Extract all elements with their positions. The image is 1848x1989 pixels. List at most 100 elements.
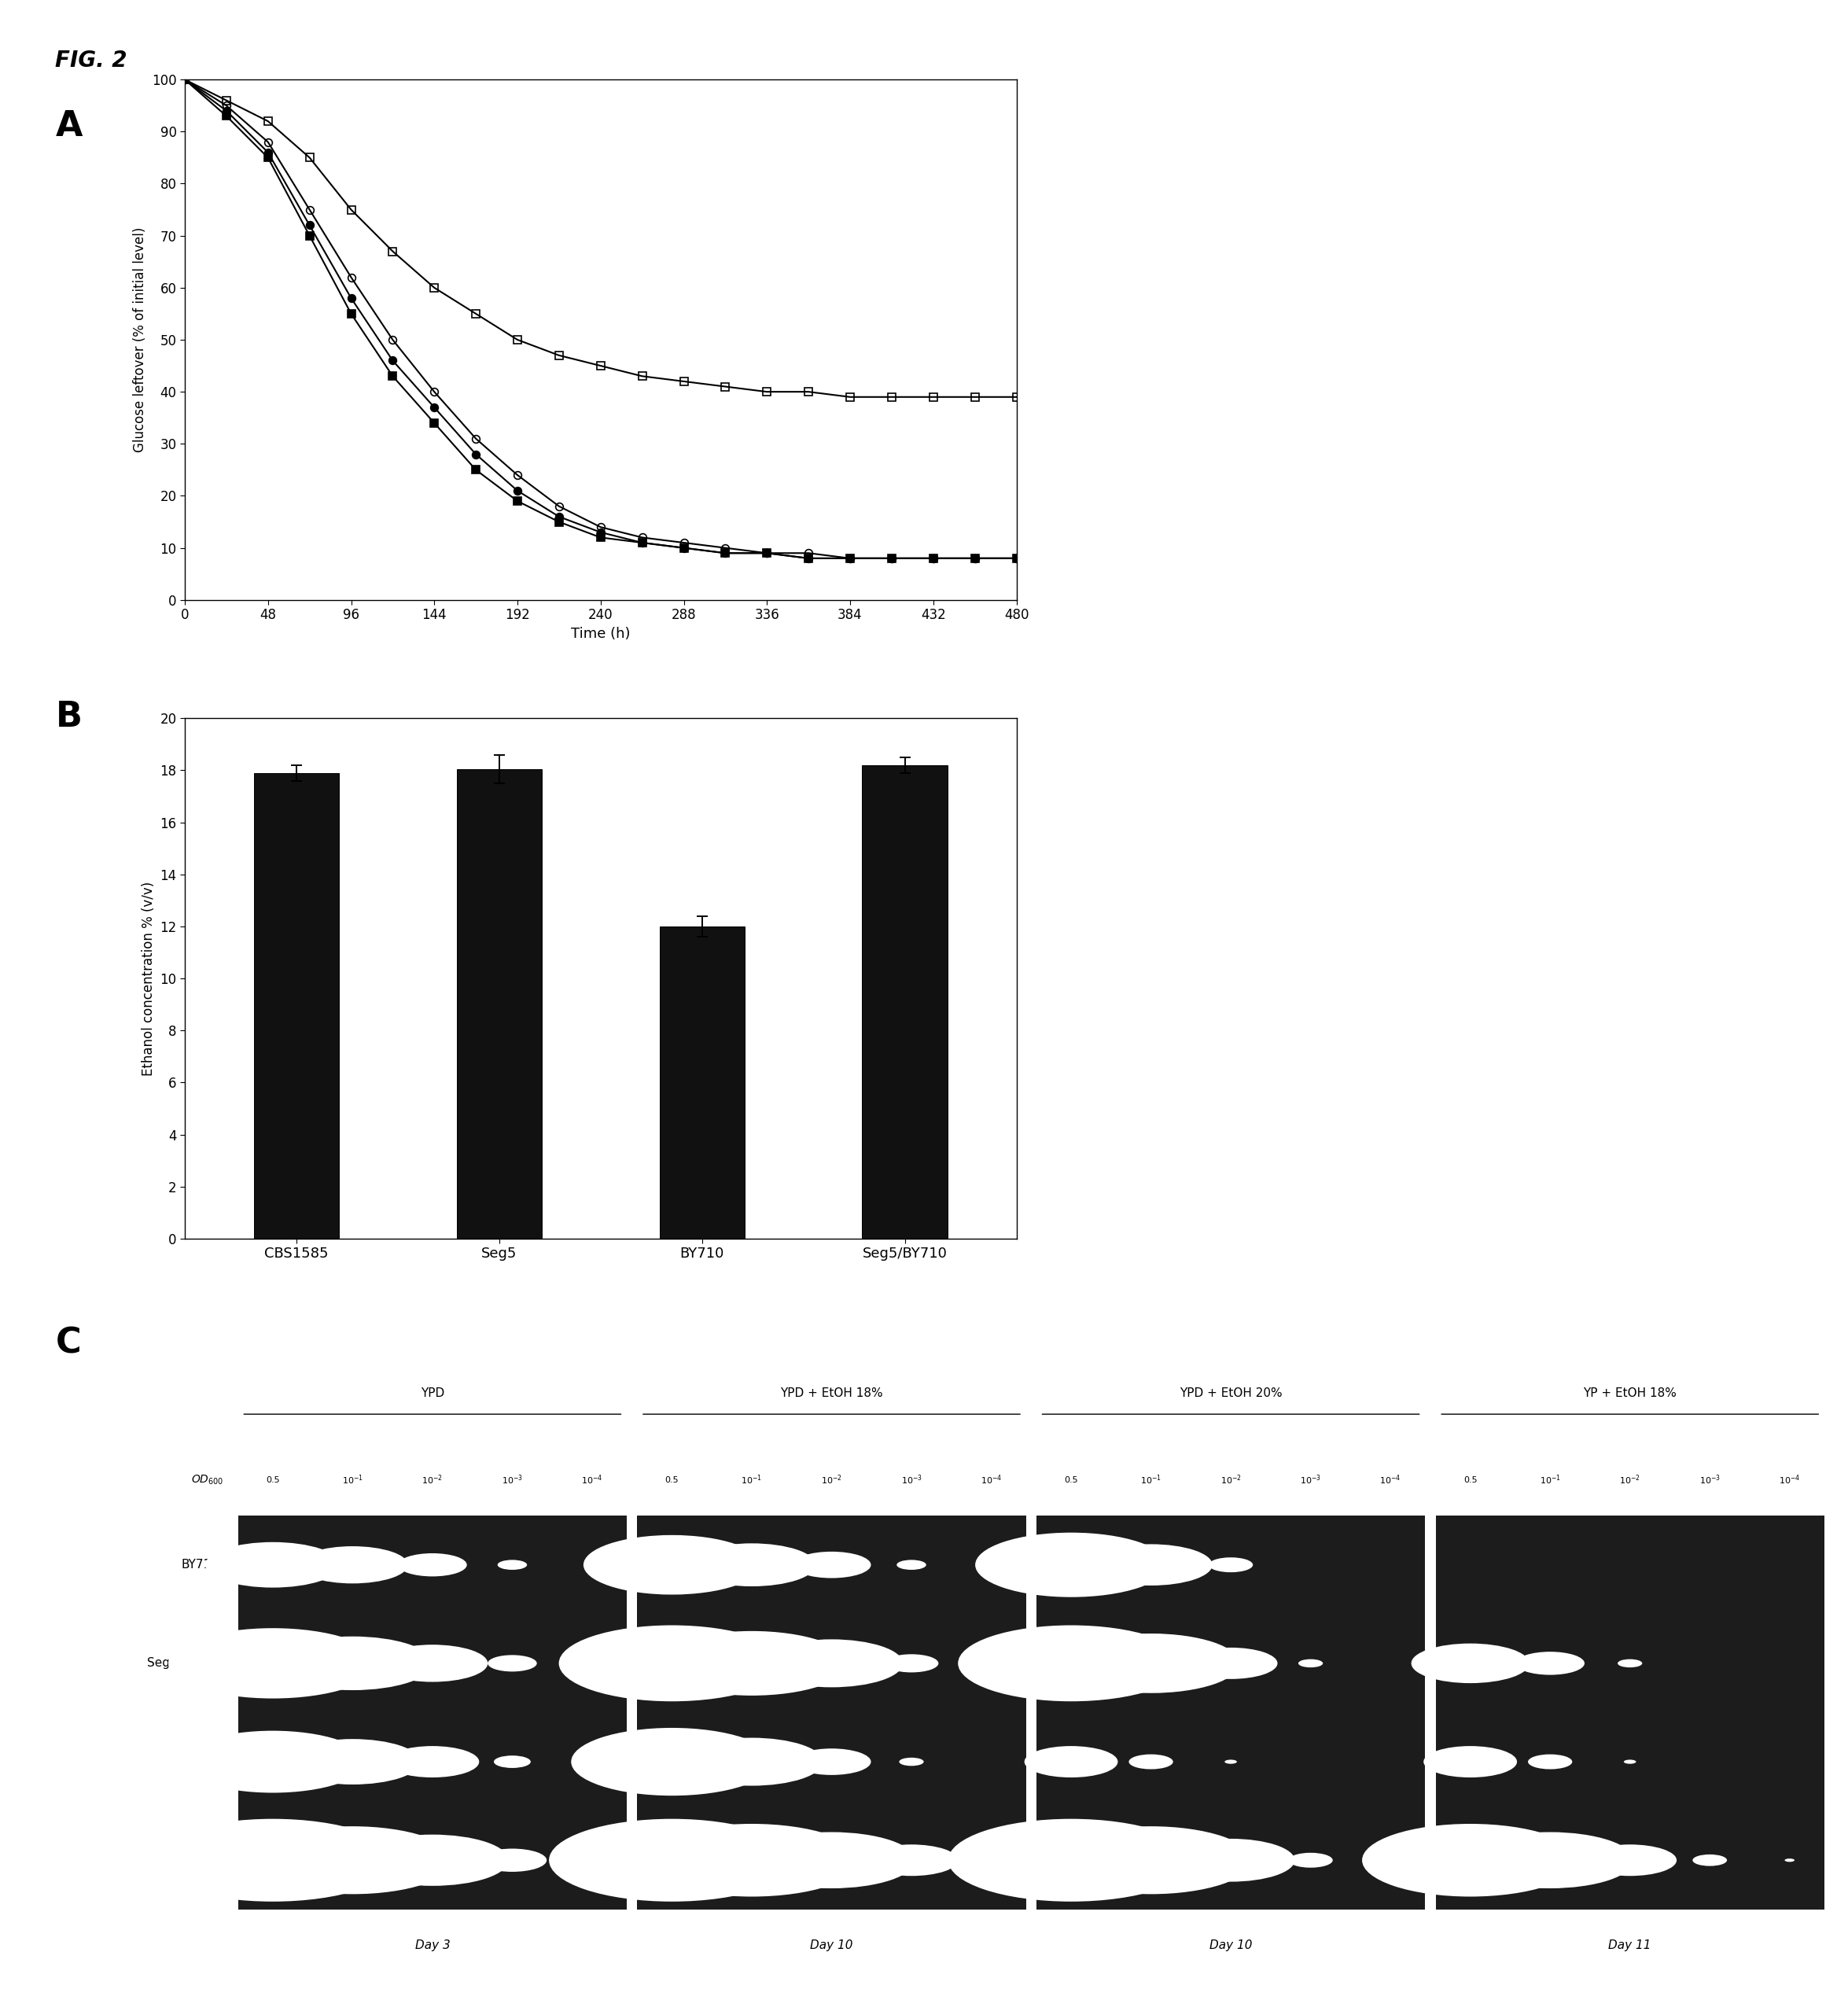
- Circle shape: [1050, 1826, 1251, 1894]
- Text: $10^{-2}$: $10^{-2}$: [421, 1474, 444, 1486]
- Text: $10^{-1}$: $10^{-1}$: [1140, 1474, 1162, 1486]
- Circle shape: [584, 1536, 761, 1595]
- Circle shape: [1299, 1659, 1323, 1667]
- Circle shape: [386, 1746, 479, 1778]
- Circle shape: [793, 1748, 870, 1774]
- Circle shape: [900, 1758, 924, 1766]
- Text: 0.5: 0.5: [665, 1476, 678, 1484]
- Text: $10^{-2}$: $10^{-2}$: [1619, 1474, 1641, 1486]
- Text: CBS1585: CBS1585: [164, 1854, 218, 1866]
- Text: BY710: BY710: [181, 1559, 218, 1571]
- Text: YPD: YPD: [421, 1388, 444, 1400]
- Bar: [238, 1516, 626, 1909]
- Circle shape: [205, 1541, 340, 1587]
- Circle shape: [760, 1639, 904, 1687]
- Text: Seg5/BY710: Seg5/BY710: [146, 1657, 218, 1669]
- Text: 0.5: 0.5: [266, 1476, 279, 1484]
- Text: $10^{-1}$: $10^{-1}$: [342, 1474, 364, 1486]
- Bar: [1436, 1516, 1824, 1909]
- Text: YPD + EtOH 18%: YPD + EtOH 18%: [780, 1388, 883, 1400]
- Text: 0.5: 0.5: [1064, 1476, 1077, 1484]
- Circle shape: [643, 1824, 859, 1898]
- Text: FIG. 2: FIG. 2: [55, 50, 128, 72]
- Circle shape: [976, 1534, 1166, 1597]
- Circle shape: [479, 1848, 547, 1872]
- Text: Seg5: Seg5: [188, 1756, 218, 1768]
- Circle shape: [274, 1637, 432, 1691]
- Text: $10^{-2}$: $10^{-2}$: [821, 1474, 843, 1486]
- Circle shape: [793, 1551, 870, 1577]
- Text: $10^{-4}$: $10^{-4}$: [582, 1474, 602, 1486]
- Circle shape: [586, 1661, 599, 1665]
- Text: $10^{-3}$: $10^{-3}$: [900, 1474, 922, 1486]
- Circle shape: [656, 1631, 848, 1695]
- Circle shape: [497, 1559, 527, 1569]
- Text: B: B: [55, 700, 81, 734]
- Circle shape: [285, 1738, 419, 1784]
- Circle shape: [865, 1844, 957, 1876]
- Circle shape: [357, 1834, 508, 1886]
- Circle shape: [298, 1545, 408, 1583]
- Circle shape: [1624, 1760, 1635, 1764]
- Circle shape: [168, 1629, 377, 1699]
- Circle shape: [1129, 1754, 1173, 1768]
- Circle shape: [1288, 1854, 1332, 1868]
- Circle shape: [582, 1858, 602, 1864]
- Circle shape: [493, 1756, 530, 1768]
- Circle shape: [558, 1625, 785, 1701]
- Circle shape: [976, 1856, 1005, 1866]
- Text: $10^{-1}$: $10^{-1}$: [1539, 1474, 1562, 1486]
- Circle shape: [948, 1818, 1194, 1901]
- Circle shape: [748, 1832, 915, 1888]
- Circle shape: [1423, 1746, 1517, 1778]
- Circle shape: [1225, 1760, 1236, 1764]
- Text: $OD_{600}$: $OD_{600}$: [192, 1474, 224, 1486]
- X-axis label: Time (h): Time (h): [571, 627, 630, 640]
- Text: $10^{-3}$: $10^{-3}$: [1299, 1474, 1321, 1486]
- Circle shape: [680, 1738, 822, 1786]
- Circle shape: [1412, 1643, 1530, 1683]
- Text: A: A: [55, 109, 83, 143]
- Text: $10^{-4}$: $10^{-4}$: [1380, 1474, 1401, 1486]
- Bar: [863, 766, 948, 1239]
- Text: $10^{-4}$: $10^{-4}$: [1780, 1474, 1800, 1486]
- Bar: [456, 770, 541, 1239]
- Bar: [638, 1516, 1026, 1909]
- Circle shape: [397, 1553, 468, 1577]
- Circle shape: [1090, 1543, 1212, 1585]
- Bar: [660, 927, 745, 1239]
- Text: 0.5: 0.5: [1464, 1476, 1477, 1484]
- Circle shape: [181, 1730, 364, 1792]
- Circle shape: [1515, 1651, 1584, 1675]
- Circle shape: [549, 1818, 795, 1901]
- Bar: [1037, 1516, 1425, 1909]
- Text: Day 11: Day 11: [1608, 1939, 1652, 1951]
- Circle shape: [885, 1655, 939, 1673]
- Text: Day 10: Day 10: [1209, 1939, 1253, 1951]
- Circle shape: [896, 1559, 926, 1569]
- Circle shape: [488, 1655, 538, 1671]
- Circle shape: [1362, 1824, 1578, 1898]
- Circle shape: [377, 1645, 488, 1683]
- Circle shape: [957, 1625, 1185, 1701]
- Circle shape: [571, 1728, 772, 1796]
- Bar: [253, 774, 338, 1239]
- Text: $10^{-3}$: $10^{-3}$: [1698, 1474, 1720, 1486]
- Circle shape: [150, 1818, 395, 1901]
- Circle shape: [1209, 1557, 1253, 1571]
- Text: YPD + EtOH 20%: YPD + EtOH 20%: [1179, 1388, 1283, 1400]
- Text: C: C: [55, 1327, 81, 1360]
- Text: $10^{-2}$: $10^{-2}$: [1220, 1474, 1242, 1486]
- Circle shape: [1693, 1854, 1728, 1866]
- Circle shape: [985, 1661, 998, 1665]
- Circle shape: [687, 1543, 815, 1587]
- Circle shape: [1063, 1633, 1240, 1693]
- Circle shape: [251, 1826, 453, 1894]
- Y-axis label: Ethanol concentration % (v/v): Ethanol concentration % (v/v): [142, 881, 155, 1076]
- Circle shape: [1584, 1844, 1676, 1876]
- Text: $10^{-4}$: $10^{-4}$: [981, 1474, 1002, 1486]
- Circle shape: [1185, 1647, 1277, 1679]
- Y-axis label: Glucose leftover (% of initial level): Glucose leftover (% of initial level): [133, 227, 148, 452]
- Circle shape: [1166, 1838, 1295, 1882]
- Text: YP + EtOH 18%: YP + EtOH 18%: [1584, 1388, 1676, 1400]
